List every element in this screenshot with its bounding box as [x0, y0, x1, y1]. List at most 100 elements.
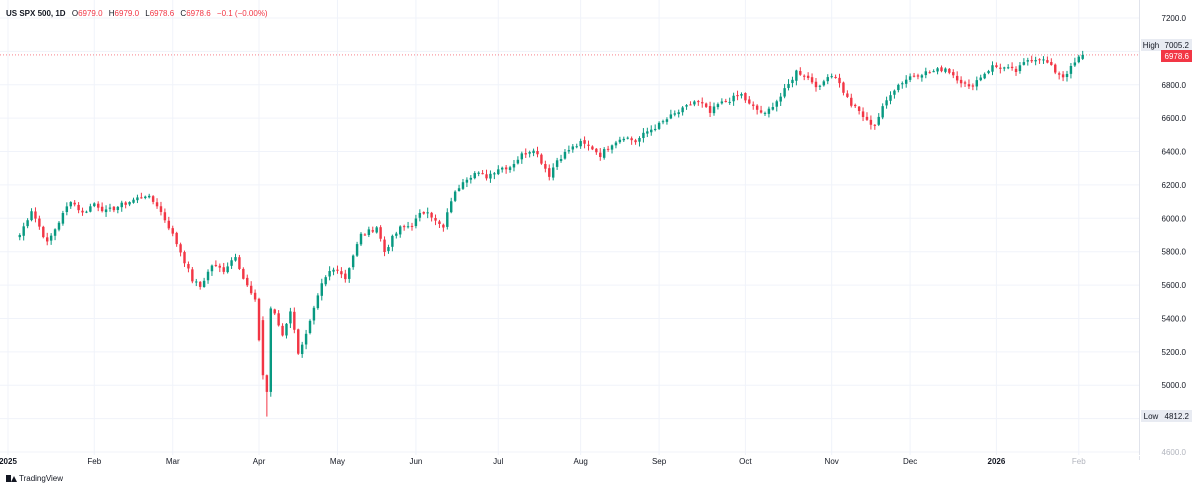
- candle: [316, 293, 320, 310]
- candle-body: [630, 138, 633, 141]
- candle: [81, 207, 84, 216]
- candle: [759, 105, 763, 114]
- candle: [34, 207, 37, 223]
- candle: [865, 112, 869, 121]
- candle: [136, 194, 139, 204]
- candle: [1018, 62, 1022, 74]
- candle: [1050, 58, 1053, 66]
- candle-body: [273, 309, 276, 314]
- candle: [383, 236, 386, 257]
- candle: [787, 79, 790, 91]
- candle-body: [434, 217, 437, 221]
- candle: [46, 232, 49, 246]
- candle-body: [689, 104, 692, 106]
- candle-body: [473, 173, 476, 179]
- candle-body: [1034, 60, 1037, 62]
- candle-body: [846, 93, 849, 97]
- y-tick-label: 5800.0: [1162, 248, 1187, 257]
- candle: [540, 153, 543, 165]
- symbol-label[interactable]: US SPX 500, 1D: [6, 9, 66, 18]
- candle-body: [128, 202, 131, 205]
- candle-body: [936, 68, 939, 72]
- candle-body: [49, 235, 53, 241]
- candle: [167, 216, 171, 231]
- candle: [952, 69, 955, 79]
- y-tick-label: 6000.0: [1162, 214, 1187, 223]
- candle: [128, 201, 131, 207]
- candle-body: [1010, 66, 1014, 69]
- candle: [532, 148, 535, 157]
- candle: [595, 148, 598, 155]
- candle-body: [367, 229, 371, 235]
- candle: [26, 218, 29, 229]
- candle-body: [151, 196, 155, 202]
- candle: [783, 83, 786, 99]
- candle-body: [920, 75, 924, 78]
- candle-body: [163, 212, 167, 221]
- candle-body: [791, 79, 794, 84]
- candle-body: [732, 95, 735, 102]
- candle: [587, 140, 590, 151]
- candle-body: [763, 112, 767, 114]
- candle: [599, 148, 602, 161]
- candle-body: [563, 151, 567, 159]
- candle-body: [806, 75, 810, 78]
- candle-body: [912, 75, 916, 77]
- candle: [928, 70, 931, 74]
- candle-body: [293, 311, 296, 330]
- candle: [889, 91, 892, 105]
- y-tick-label: 4600.0: [1162, 448, 1187, 457]
- candle-body: [987, 71, 990, 74]
- candle-body: [508, 167, 512, 170]
- candle-body: [1077, 56, 1080, 63]
- candle-body: [461, 182, 465, 189]
- candle: [430, 211, 433, 222]
- candle-body: [355, 244, 359, 256]
- candle: [230, 257, 233, 269]
- x-tick-label: 2025: [0, 457, 17, 466]
- candle-body: [363, 234, 367, 236]
- ohlc-legend: US SPX 500, 1D O6979.0 H6979.0 L6978.6 C…: [6, 9, 268, 18]
- candle: [214, 260, 218, 268]
- candle-body: [253, 292, 257, 300]
- candle: [108, 203, 112, 212]
- candle: [685, 104, 688, 110]
- candle-body: [1065, 73, 1069, 78]
- candle-body: [344, 273, 347, 280]
- low-marker-label: Low: [1144, 412, 1159, 421]
- candle: [375, 226, 378, 234]
- tradingview-brand[interactable]: TradingView: [6, 474, 63, 483]
- candle: [320, 278, 323, 301]
- candle: [1046, 56, 1049, 64]
- candle: [873, 124, 877, 130]
- candle-body: [885, 100, 888, 106]
- candle: [414, 214, 418, 229]
- candle: [155, 198, 159, 209]
- candle: [536, 146, 539, 158]
- candle-body: [967, 84, 971, 87]
- candle-body: [242, 268, 245, 279]
- candle: [171, 225, 174, 237]
- candle: [932, 69, 935, 73]
- candle-body: [206, 271, 210, 281]
- candle: [159, 201, 163, 216]
- candle: [987, 69, 990, 75]
- candle-body: [430, 212, 433, 218]
- candle: [206, 269, 210, 284]
- price-axis[interactable]: 7200.07000.06800.06600.06400.06200.06000…: [1162, 14, 1187, 457]
- candle-body: [332, 269, 335, 272]
- candle: [826, 74, 829, 85]
- candle: [830, 73, 833, 79]
- time-axis[interactable]: 2025 Feb Mar Apr May Jun Jul Aug Sep Oct Nov Dec 202…: [0, 457, 1086, 466]
- x-tick-label: Apr: [253, 457, 266, 466]
- candle-body: [453, 191, 457, 201]
- high-marker: High 7005.2: [1141, 39, 1192, 51]
- candle: [583, 136, 586, 149]
- candle: [473, 171, 476, 180]
- candle-body: [528, 152, 531, 154]
- brand-name: TradingView: [19, 474, 64, 483]
- candle-body: [144, 196, 147, 199]
- candle: [371, 226, 374, 234]
- candle: [22, 222, 25, 241]
